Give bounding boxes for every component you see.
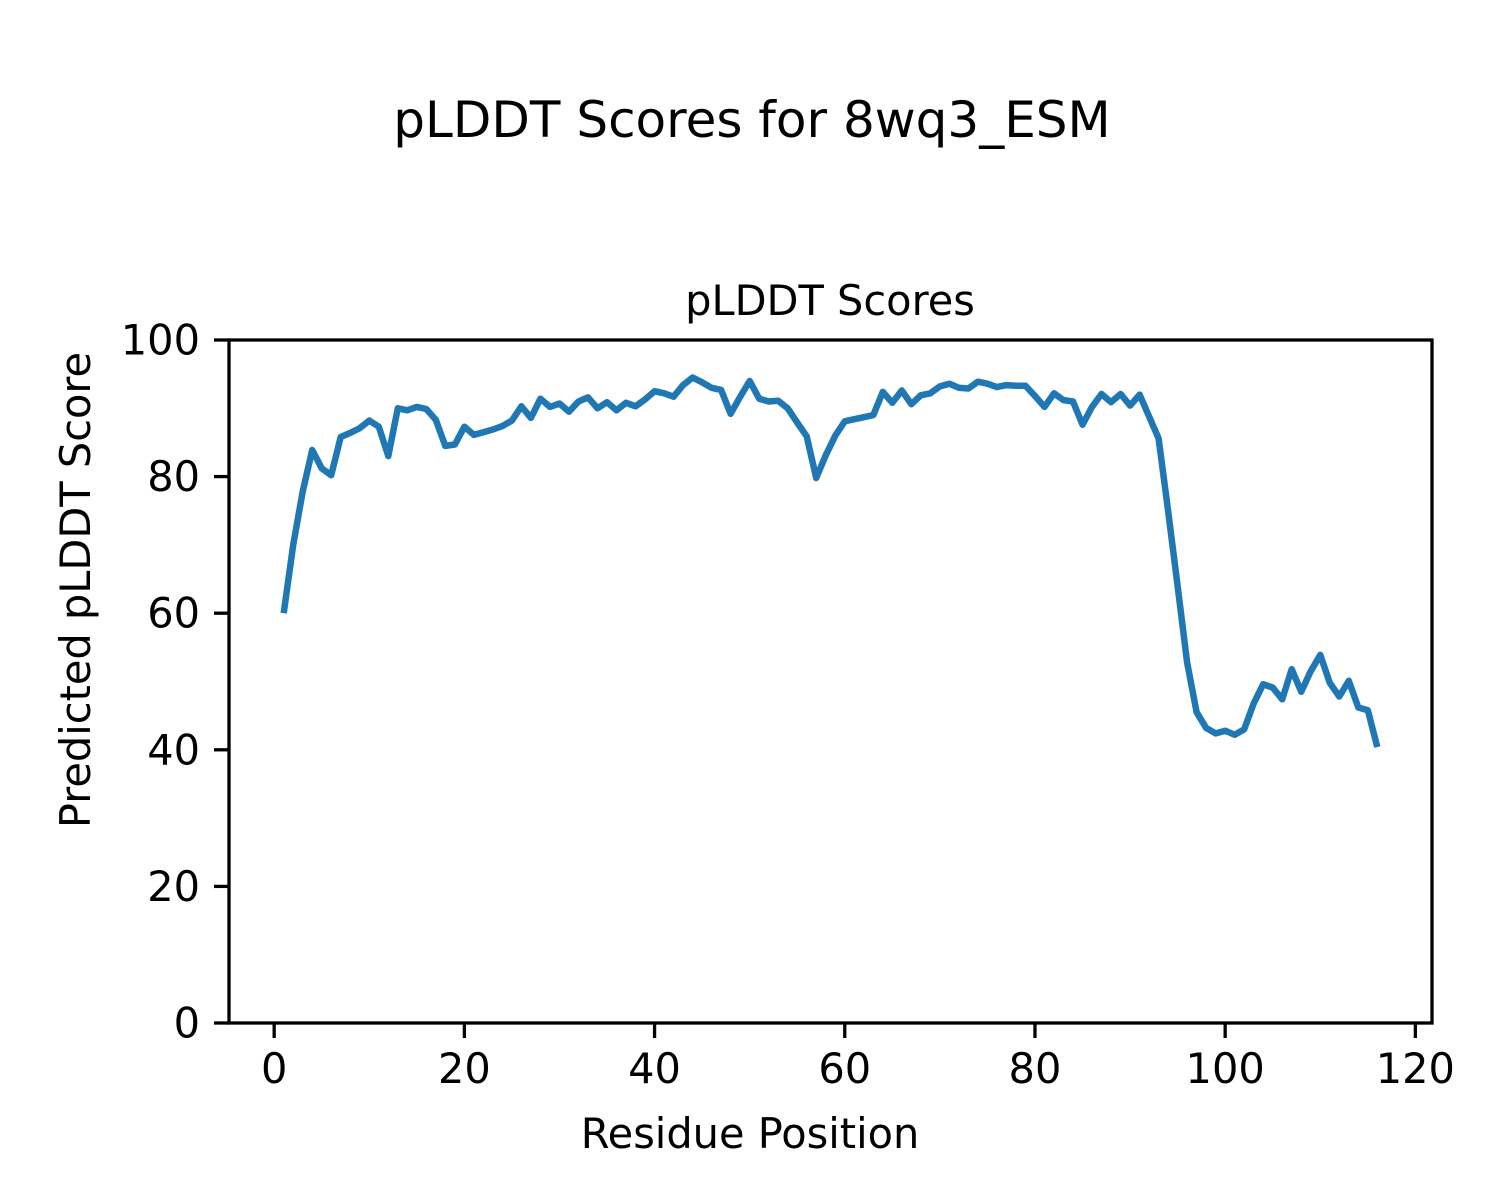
x-tick-label: 40 [628, 1044, 681, 1093]
y-axis-label: Predicted pLDDT Score [51, 352, 100, 828]
y-tick-label: 20 [147, 862, 200, 911]
y-tick-label: 0 [174, 999, 200, 1048]
x-tick-label: 20 [438, 1044, 491, 1093]
y-tick-label: 100 [121, 316, 200, 365]
x-tick-label: 120 [1376, 1044, 1455, 1093]
x-tick-label: 60 [818, 1044, 871, 1093]
axes-spines [227, 338, 1434, 1025]
y-tick-label: 80 [147, 452, 200, 501]
axes: 0 20 40 60 80 100 120 0 20 40 60 80 100 [121, 316, 1455, 1094]
axes-title: pLDDT Scores [685, 276, 975, 325]
x-tick-label: 0 [261, 1044, 287, 1093]
x-tick-label: 80 [1009, 1044, 1062, 1093]
x-axis-label: Residue Position [581, 1109, 920, 1158]
y-tick-label: 60 [147, 589, 200, 638]
x-tick-label: 100 [1186, 1044, 1265, 1093]
line-series [280, 374, 1381, 748]
plddt-score-line [280, 374, 1381, 748]
y-tick-label: 40 [147, 725, 200, 774]
figure-suptitle: pLDDT Scores for 8wq3_ESM [393, 91, 1110, 149]
